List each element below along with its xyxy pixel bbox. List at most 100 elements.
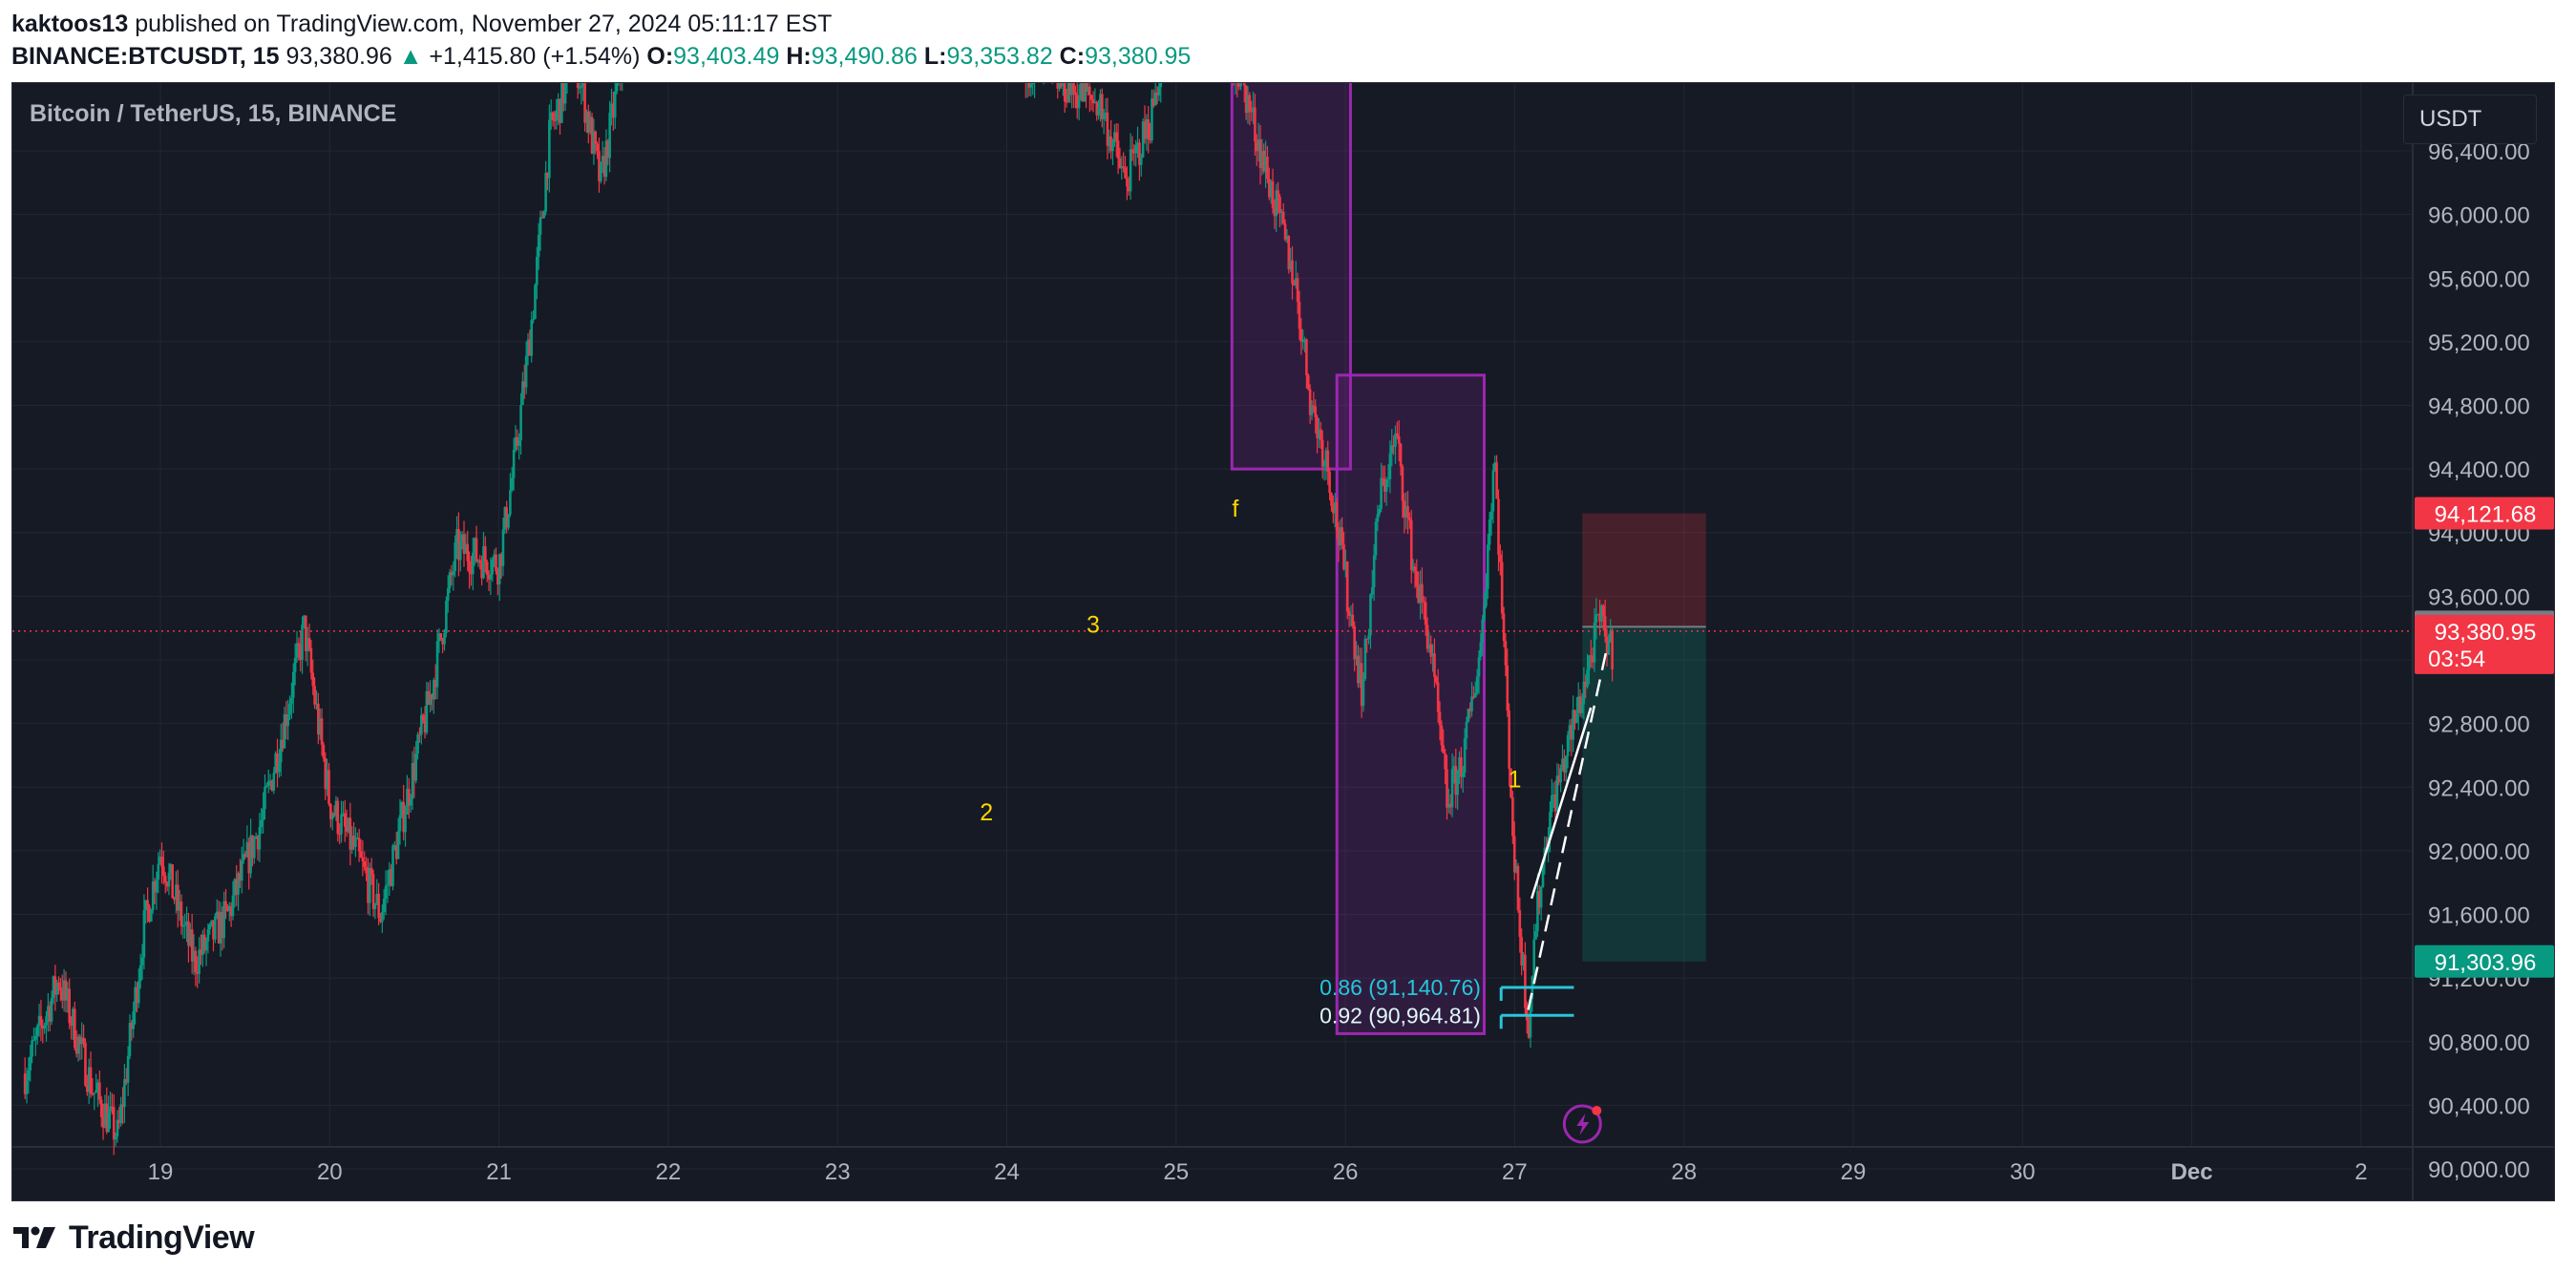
candle-body [526,339,530,356]
candle-body [357,837,361,852]
x-tick-label: 20 [317,1159,343,1185]
candle-body [1488,519,1491,545]
candle-body [45,1016,48,1026]
candle-body [1600,605,1603,622]
candle-body [495,554,497,572]
candle-body [64,980,68,1001]
candle-body [553,119,557,121]
candle-body [1365,638,1369,640]
candle-body [1130,149,1134,152]
candle-body [1141,121,1145,158]
candle-body [598,151,601,181]
candle-body [265,785,268,787]
candle-body [1237,83,1240,87]
candle-body [1066,83,1070,102]
candle-body [613,91,617,118]
candle-body [1431,653,1434,657]
candle-body [1271,180,1275,208]
candle-body [175,884,178,901]
candle-body [1367,635,1370,640]
candle-body [322,744,326,758]
candle-body [382,899,386,912]
candle-body [25,1080,29,1094]
candle-body [52,976,55,998]
candle-body [1483,605,1486,620]
candle-body [406,789,409,815]
candle-body [1101,94,1104,119]
candle-body [1475,676,1479,693]
candle-body [1458,757,1461,771]
candle-body [1058,83,1061,89]
y-tick-label: 94,400.00 [2428,457,2530,483]
candle-body [1401,466,1404,501]
candle-body [57,982,60,987]
candle-body [307,637,311,648]
candle-body [214,916,217,940]
wave-label: f [1232,496,1238,522]
candle-body [514,436,517,450]
candle-body [1077,98,1081,109]
candle-body [581,83,585,86]
x-tick-label: 30 [2010,1159,2036,1185]
x-tick-label: Dec [2171,1159,2213,1185]
candle-body [99,1099,103,1117]
candle-body [219,912,222,943]
open-value: 93,403.49 [673,43,780,70]
candle-body [1075,95,1079,109]
lightning-bolt-icon [1576,1113,1590,1135]
candle-body [1320,439,1324,467]
candle-body [505,507,508,528]
published-text: published on TradingView.com, November 2… [135,11,833,37]
candle-body [165,882,169,887]
candle-body [615,83,619,92]
symbol-name[interactable]: BINANCE:BTCUSDT, 15 [11,43,280,70]
candle-body [291,671,295,698]
x-tick-label: 26 [1333,1159,1359,1185]
candle-body [224,901,227,906]
currency-button[interactable]: USDT [2403,95,2537,144]
candle-body [169,864,173,873]
y-tick-label: 95,200.00 [2428,330,2530,356]
candle-body [470,572,473,575]
candle-body [217,911,221,943]
author-name[interactable]: kaktoos13 [11,11,129,37]
candle-body [471,552,475,575]
candle-body [1388,453,1392,479]
candle-body [1411,566,1415,571]
y-tick-label: 94,800.00 [2428,394,2530,420]
chart-pane[interactable]: 0.86 (91,140.76) 0.92 (90,964.81) f 3 2 1 90,0… [11,82,2555,1201]
candle-body [1083,83,1087,102]
candle-body [1345,562,1349,612]
candle-body [1246,95,1250,114]
candle-body [285,713,288,727]
candle-body [396,831,400,859]
candle-body [347,817,350,832]
candle-body [1605,636,1609,655]
candle-body [270,780,274,791]
candle-body [194,950,198,973]
candle-body [201,934,204,956]
candle-body [411,762,414,799]
candle-body [1555,775,1559,812]
candle-body [1322,462,1326,467]
candle-body [1529,998,1532,1038]
candle-body [1070,83,1073,95]
candle-body [41,1025,45,1029]
x-tick-label: 22 [656,1159,682,1185]
candle-body [1508,710,1510,769]
candle-body [1408,518,1411,520]
candle-body [1499,554,1502,562]
candle-body [497,554,501,584]
candle-body [548,119,551,179]
candle-body [1269,180,1273,198]
candle-body [414,753,418,781]
high-label: H: [786,43,812,70]
candle-body [262,809,264,820]
candle-body [279,739,283,763]
candle-body [1486,544,1489,589]
price-chart[interactable]: 0.86 (91,140.76)0.92 (90,964.81)f32190,0… [12,83,2554,1200]
candle-body [1382,477,1384,479]
candle-body [242,854,245,861]
candle-body [606,140,610,159]
candle-body [596,143,599,152]
